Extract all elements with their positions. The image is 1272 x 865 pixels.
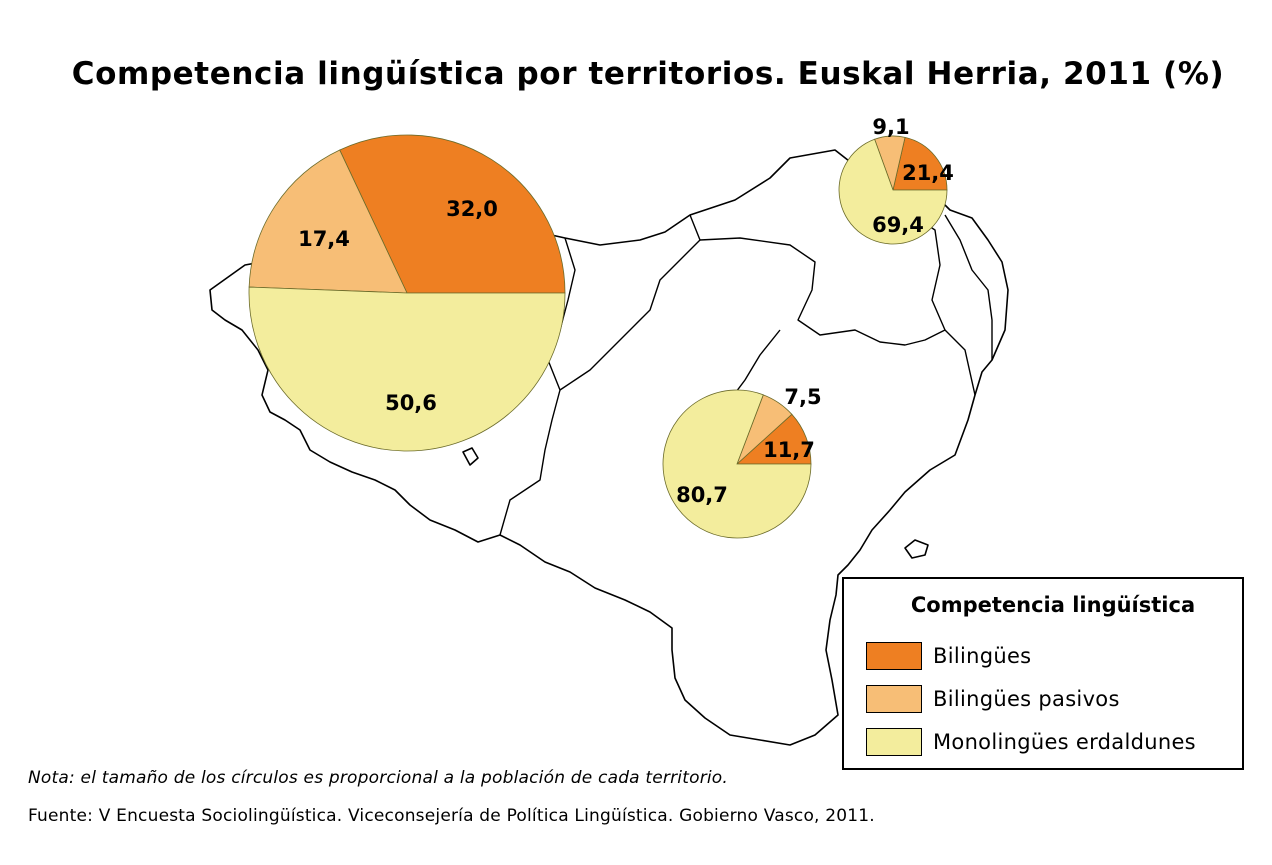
legend-label-pasivos: Bilingües pasivos <box>933 687 1120 711</box>
border-iparralde-east <box>944 214 993 360</box>
pie-large-label-pasivos: 17,4 <box>298 227 350 251</box>
pie-south-label-monolingues: 80,7 <box>676 483 728 507</box>
pie-large-slice-monolingues <box>248 286 566 452</box>
map-title: Competencia lingüística por territorios.… <box>71 56 1225 92</box>
enclave-east <box>904 539 929 559</box>
pie-northeast-label-monolingues: 69,4 <box>872 213 924 237</box>
legend-swatch-pasivos <box>866 685 922 713</box>
enclave-south <box>462 447 479 466</box>
pie-south-label-pasivos: 7,5 <box>784 385 821 409</box>
pie-large-label-monolingues: 50,6 <box>385 391 437 415</box>
legend-label-bilingues: Bilingües <box>933 644 1032 668</box>
pie-south-slice-monolingues <box>662 389 812 539</box>
pie-northeast-slice-monolingues <box>838 138 948 245</box>
pie-large-slice-pasivos <box>248 149 408 294</box>
pie-northeast-label-pasivos: 9,1 <box>872 115 909 139</box>
pie-large-slice-bilingues <box>339 134 566 294</box>
legend-swatch-bilingues <box>866 642 922 670</box>
legend-title: Competencia lingüística <box>910 593 1196 617</box>
pie-south-label-bilingues: 11,7 <box>763 438 815 462</box>
pie-large-label-bilingues: 32,0 <box>446 197 498 221</box>
source-text: Fuente: V Encuesta Sociolingüística. Vic… <box>28 806 875 826</box>
border-navarre-north <box>699 237 976 396</box>
border-center <box>559 214 701 391</box>
pie-charts: 32,0 17,4 50,6 21,4 9,1 69,4 11,7 7,5 80,7 <box>248 115 954 539</box>
footnote: Nota: el tamaño de los círculos es propo… <box>28 768 729 788</box>
legend-label-monolingues: Monolingües erdaldunes <box>933 730 1196 754</box>
legend: Competencia lingüística Bilingües Biling… <box>842 577 1244 770</box>
legend-swatch-monolingues <box>866 728 922 756</box>
pie-northeast-label-bilingues: 21,4 <box>902 161 954 185</box>
pie-northeast-slice-bilingues <box>892 136 948 191</box>
